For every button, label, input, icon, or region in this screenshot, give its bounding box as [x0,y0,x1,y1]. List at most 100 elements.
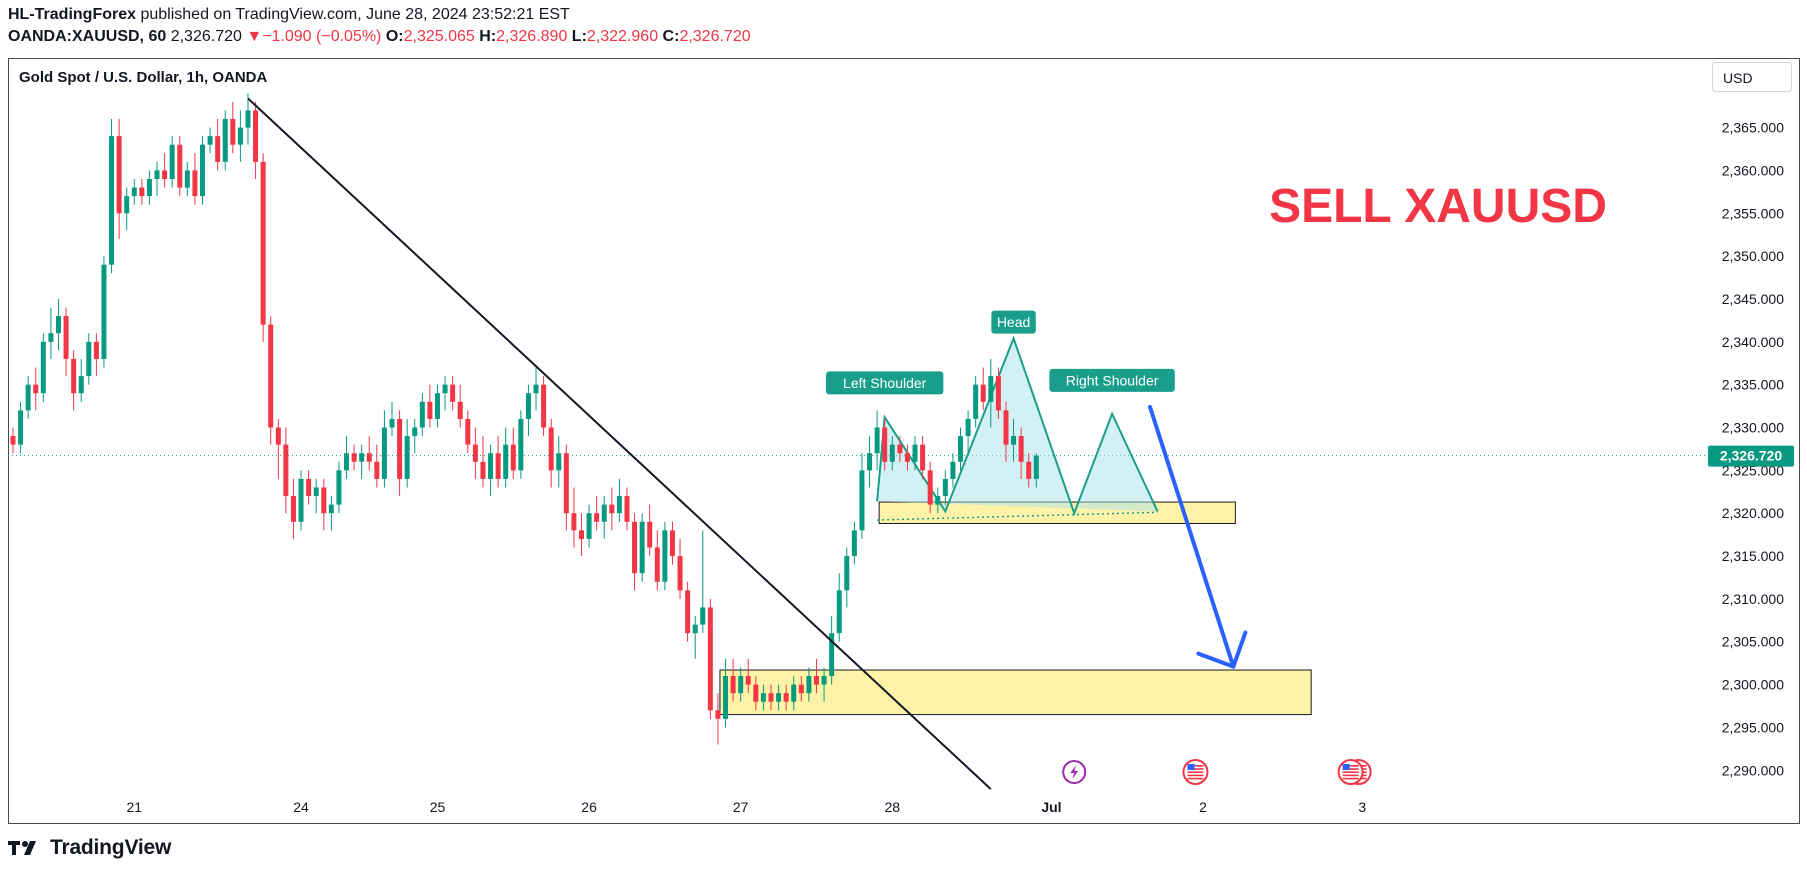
candle [579,513,584,557]
y-tick-label: 2,340.000 [1722,334,1784,350]
currency-button[interactable]: USD [1712,62,1792,92]
flag-canton [1187,764,1195,770]
candle [806,667,812,702]
candle [586,504,592,548]
candle [283,427,289,514]
candle-body [700,607,706,625]
lightning-bolt [1070,765,1079,779]
candle [973,376,979,428]
candle [654,530,660,591]
candle-body [169,144,175,179]
candle [359,444,365,479]
candles [10,93,1039,745]
candle [700,530,706,634]
candle-body [980,384,986,402]
candle [776,684,782,711]
candle-body [177,144,183,188]
candle-body [253,110,259,162]
candle-body [579,530,584,539]
candle [525,384,531,437]
candle [632,513,638,591]
sell-title[interactable]: SELL XAUUSD [1269,180,1607,233]
open-label: O: [385,28,404,45]
candle [859,453,865,539]
x-tick-label: 24 [293,799,309,815]
candle-body [609,504,615,514]
footer-brand[interactable]: TradingView [50,836,172,859]
candle [829,616,835,685]
candle-body [146,178,152,197]
candle [692,616,698,659]
candle-body [995,376,1001,411]
candle-body [601,504,607,522]
candle-body [488,453,494,479]
candle-body [313,487,319,497]
candle [290,478,296,539]
candle-body [821,676,827,685]
candle-body [86,341,92,377]
drawings[interactable] [247,97,1248,790]
event-icons[interactable] [1062,759,1372,785]
candle-body [616,496,622,514]
candle [25,376,31,419]
candle-body [457,401,463,419]
candle-body [639,521,645,574]
candle [541,376,547,437]
candle [798,676,804,702]
candle-body [867,453,873,471]
y-tick-label: 2,350.000 [1722,248,1784,264]
candle-body [465,418,471,445]
candle [222,110,228,171]
head-shoulders-pattern[interactable] [876,335,1159,521]
candle [601,496,607,539]
candle [18,401,24,454]
x-tick-label: 28 [884,799,900,815]
candle-body [1018,436,1024,462]
candle-body [844,556,850,591]
candle-body [692,624,698,634]
pattern-fill [877,338,1158,514]
candle-body [745,676,751,685]
symbol-name[interactable]: OANDA:XAUUSD, 60 [8,28,167,45]
pattern-label-text: Head [997,314,1030,330]
pattern-label: Head [991,310,1036,334]
pattern-label-text: Right Shoulder [1066,372,1159,388]
price-tag-text: 2,326.720 [1720,448,1782,464]
candle-body [897,444,903,454]
candle [723,658,729,728]
open-value: 2,325.065 [403,28,475,45]
trendline [247,97,992,790]
candle [93,333,99,377]
candle-body [624,496,630,522]
candle-body [71,358,77,394]
candle [78,358,84,402]
chart-title: Gold Spot / U.S. Dollar, 1h, OANDA [19,69,268,86]
candle-body [162,170,168,179]
candle-body [344,453,350,471]
candle-body [556,453,562,471]
pattern-label-text: Left Shoulder [843,375,927,391]
candle [450,376,456,411]
candle-body [571,513,577,531]
publisher-name[interactable]: HL-TradingForex [8,6,137,23]
candle-body [851,530,857,557]
candle [207,127,213,154]
candle [715,693,721,745]
candle-body [290,496,296,522]
candle [404,418,410,488]
candle-body [662,530,668,582]
candle-body [397,418,403,479]
candle-body [783,693,789,702]
x-tick-label: 25 [430,799,446,815]
pattern-labels[interactable]: Left Shoulder Head Right Shoulder [826,310,1175,395]
candle-body [768,693,774,702]
y-tick-label: 2,360.000 [1722,162,1784,178]
candle-body [374,461,380,479]
lightning-event-icon [1062,760,1087,784]
candle-body [192,170,198,197]
candle-body [874,427,880,454]
candle-body [109,136,115,265]
candle [927,461,933,514]
pattern-label-bg [991,310,1036,334]
